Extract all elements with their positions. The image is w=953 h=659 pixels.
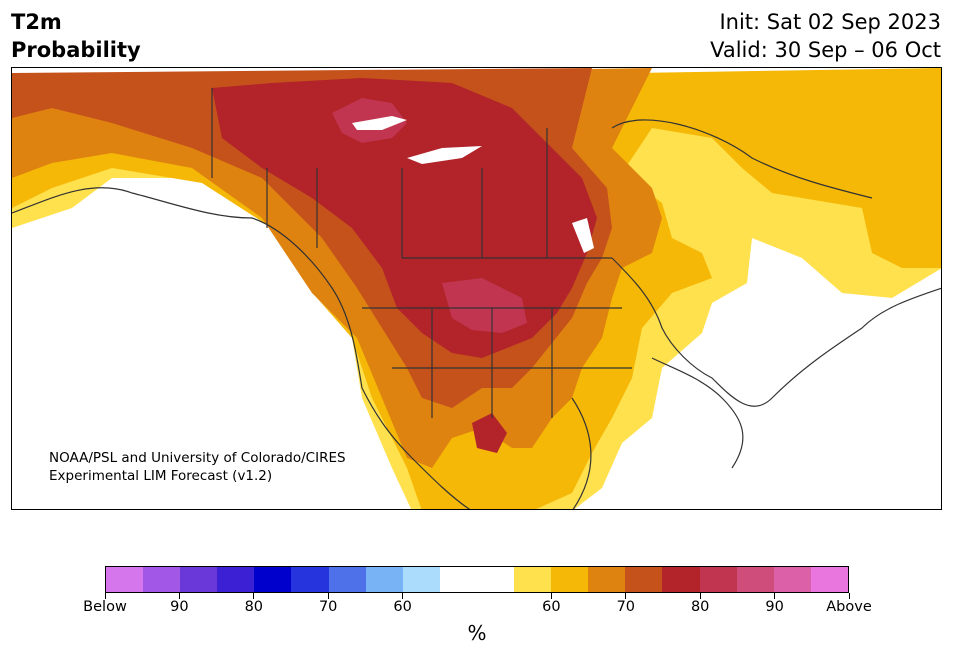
lake-winnipeg — [572, 218, 594, 253]
forecast-map — [11, 67, 942, 510]
chart-title: T2m Probability — [11, 8, 141, 64]
credit-line-2: Experimental LIM Forecast (v1.2) — [49, 468, 273, 484]
colorbar-tick-mark — [253, 593, 255, 599]
colorbar-segment — [180, 567, 218, 592]
colorbar-segment — [551, 567, 589, 592]
colorbar-segment — [699, 567, 737, 592]
colorbar-segment — [291, 567, 329, 592]
colorbar-tick-label: 90 — [765, 599, 784, 615]
colorbar-segment — [514, 567, 552, 592]
colorbar-tick-label: 90 — [170, 599, 189, 615]
colorbar-segment — [588, 567, 626, 592]
colorbar-segment — [736, 567, 774, 592]
colorbar-segment — [143, 567, 181, 592]
credit-line-1: NOAA/PSL and University of Colorado/CIRE… — [49, 450, 346, 466]
colorbar-tick-label: Below — [83, 599, 127, 615]
colorbar-tick-label: 80 — [244, 599, 264, 615]
colorbar-tick-mark — [178, 593, 180, 599]
colorbar-tick-mark — [550, 593, 552, 599]
probability-map-svg — [12, 68, 941, 509]
colorbar-segment — [328, 567, 366, 592]
colorbar-segment — [810, 567, 848, 592]
colorbar-tick-mark — [104, 593, 106, 599]
colorbar-segment — [217, 567, 255, 592]
valid-date: Valid: 30 Sep – 06 Oct — [710, 38, 941, 62]
colorbar-segment — [254, 567, 292, 592]
colorbar-tick-mark — [327, 593, 329, 599]
title-line-2: Probability — [11, 38, 141, 62]
colorbar-tick-mark — [699, 593, 701, 599]
colorbar-tick-label: 70 — [616, 599, 636, 615]
colorbar-tick-label: 60 — [393, 599, 412, 615]
colorbar-unit-label: % — [467, 621, 487, 645]
colorbar-segment — [106, 567, 144, 592]
colorbar-segment — [625, 567, 663, 592]
colorbar-tick-mark — [625, 593, 627, 599]
colorbar-tick-label: Above — [826, 599, 872, 615]
colorbar-tick-mark — [774, 593, 776, 599]
colorbar-segment — [365, 567, 403, 592]
colorbar-segment — [476, 567, 515, 592]
init-date: Init: Sat 02 Sep 2023 — [719, 10, 941, 34]
colorbar-tick-label: 80 — [690, 599, 710, 615]
colorbar-tick-mark — [848, 593, 850, 599]
map-credit: NOAA/PSL and University of Colorado/CIRE… — [49, 449, 346, 485]
colorbar-tick-mark — [402, 593, 404, 599]
title-line-1: T2m — [11, 10, 62, 34]
colorbar-tick-label: 70 — [318, 599, 338, 615]
borders — [12, 88, 941, 509]
colorbar-segment — [402, 567, 440, 592]
great-slave-lake — [407, 146, 482, 164]
probability-colorbar — [105, 566, 849, 593]
date-info: Init: Sat 02 Sep 2023 Valid: 30 Sep – 06… — [710, 8, 941, 64]
colorbar-segment — [439, 567, 477, 592]
prob-band-80-mexico — [472, 413, 507, 453]
colorbar-segment — [662, 567, 700, 592]
colorbar-tick-label: 60 — [542, 599, 561, 615]
prob-band-80-rockies — [442, 278, 527, 333]
colorbar-segment — [773, 567, 811, 592]
great-bear-lake — [352, 116, 407, 130]
